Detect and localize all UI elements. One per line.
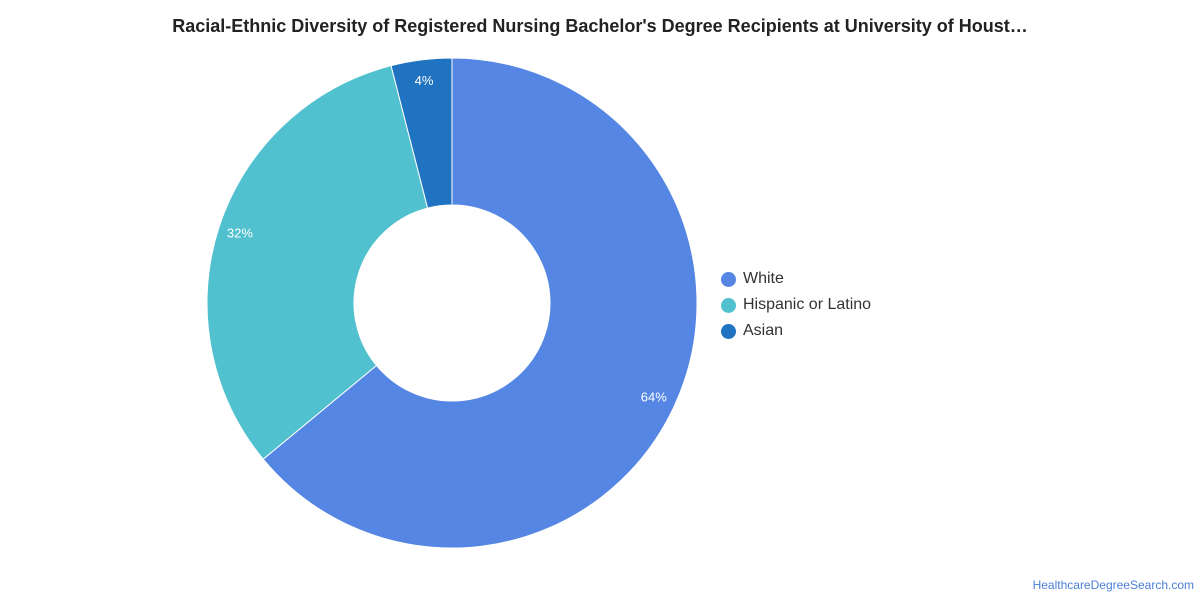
slice-hispanic-or-latino[interactable]	[206, 65, 429, 460]
slice-label-asian: 4%	[415, 73, 434, 88]
legend-item-asian[interactable]: Asian	[721, 318, 871, 344]
legend-swatch-white	[721, 271, 736, 287]
legend: White Hispanic or Latino Asian	[721, 266, 871, 344]
legend-item-white[interactable]: White	[721, 266, 871, 292]
chart-title: Racial-Ethnic Diversity of Registered Nu…	[172, 16, 1028, 36]
source-watermark[interactable]: HealthcareDegreeSearch.com	[1032, 578, 1194, 592]
legend-label-asian: Asian	[743, 322, 784, 339]
legend-label-hispanic-or-latino: Hispanic or Latino	[743, 296, 872, 313]
slice-label-white: 64%	[641, 389, 667, 404]
legend-swatch-asian	[721, 323, 736, 339]
legend-item-hispanic-or-latino[interactable]: Hispanic or Latino	[721, 292, 871, 318]
slice-label-hispanic-or-latino: 32%	[227, 226, 253, 241]
slice-asian[interactable]	[390, 57, 453, 209]
legend-label-white: White	[743, 270, 784, 287]
legend-swatch-hispanic-or-latino	[721, 297, 736, 313]
slice-white[interactable]	[262, 57, 698, 549]
